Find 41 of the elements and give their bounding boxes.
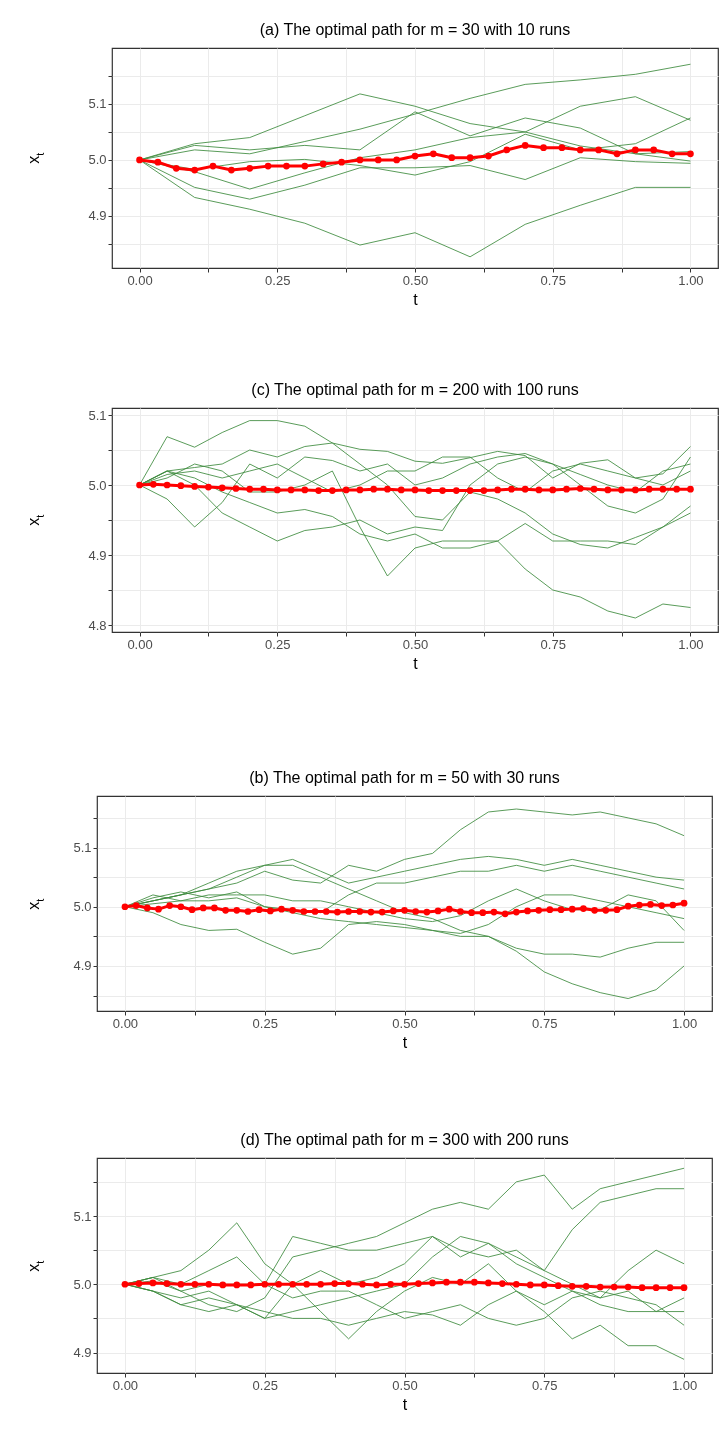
y-tick-label: 5.1 bbox=[73, 840, 92, 856]
x-tick-label: 0.50 bbox=[392, 1377, 418, 1393]
x-tick-label: 0.25 bbox=[252, 1377, 278, 1393]
x-tick-label: 1.00 bbox=[671, 1377, 698, 1393]
y-tick-label: 5.1 bbox=[88, 407, 107, 423]
y-tick-label: 5.0 bbox=[73, 899, 92, 915]
y-tick-label: 5.0 bbox=[88, 477, 107, 493]
x-tick-label: 0.00 bbox=[112, 1015, 139, 1031]
x-tick-label: 0.00 bbox=[127, 636, 153, 652]
y-tick-label: 4.8 bbox=[88, 617, 107, 633]
x-tick-label: 0.75 bbox=[532, 1377, 558, 1393]
x-tick-label: 0.25 bbox=[265, 636, 291, 652]
x-tick-label: 0.50 bbox=[392, 1015, 418, 1031]
x-tick-label: 0.75 bbox=[540, 272, 566, 288]
y-tick-label: 4.9 bbox=[88, 547, 107, 563]
x-tick-label: 1.00 bbox=[671, 1015, 698, 1031]
y-tick-label: 4.9 bbox=[88, 208, 107, 224]
y-tick-label: 5.1 bbox=[88, 96, 107, 112]
y-tick-label: 4.9 bbox=[73, 958, 92, 974]
x-axis-title: t bbox=[413, 654, 419, 672]
x-tick-label: 0.75 bbox=[532, 1015, 558, 1031]
x-tick-label: 0.25 bbox=[265, 272, 291, 288]
x-tick-label: 0.50 bbox=[402, 636, 429, 652]
x-axis-title: t bbox=[402, 1395, 408, 1413]
chart-title: (b) The optimal path for m = 50 with 30 runs bbox=[249, 769, 560, 786]
x-tick-label: 1.00 bbox=[678, 636, 704, 652]
chart-title: (d) The optimal path for m = 300 with 200 runs bbox=[240, 1131, 569, 1148]
x-axis-title: t bbox=[402, 1033, 408, 1051]
chart-title: (c) The optimal path for m = 200 with 100 runs bbox=[251, 381, 579, 398]
x-tick-label: 0.75 bbox=[540, 636, 566, 652]
x-axis-title: t bbox=[413, 290, 419, 308]
y-tick-label: 5.0 bbox=[73, 1276, 92, 1292]
x-tick-label: 0.00 bbox=[112, 1377, 139, 1393]
x-tick-label: 0.00 bbox=[127, 272, 153, 288]
y-tick-label: 5.1 bbox=[73, 1208, 92, 1224]
x-tick-label: 0.25 bbox=[252, 1015, 278, 1031]
x-tick-label: 0.50 bbox=[402, 272, 429, 288]
chart-title: (a) The optimal path for m = 30 with 10 runs bbox=[259, 21, 571, 38]
x-tick-label: 1.00 bbox=[678, 272, 704, 288]
y-tick-label: 5.0 bbox=[88, 152, 107, 168]
y-tick-label: 4.9 bbox=[73, 1345, 92, 1361]
